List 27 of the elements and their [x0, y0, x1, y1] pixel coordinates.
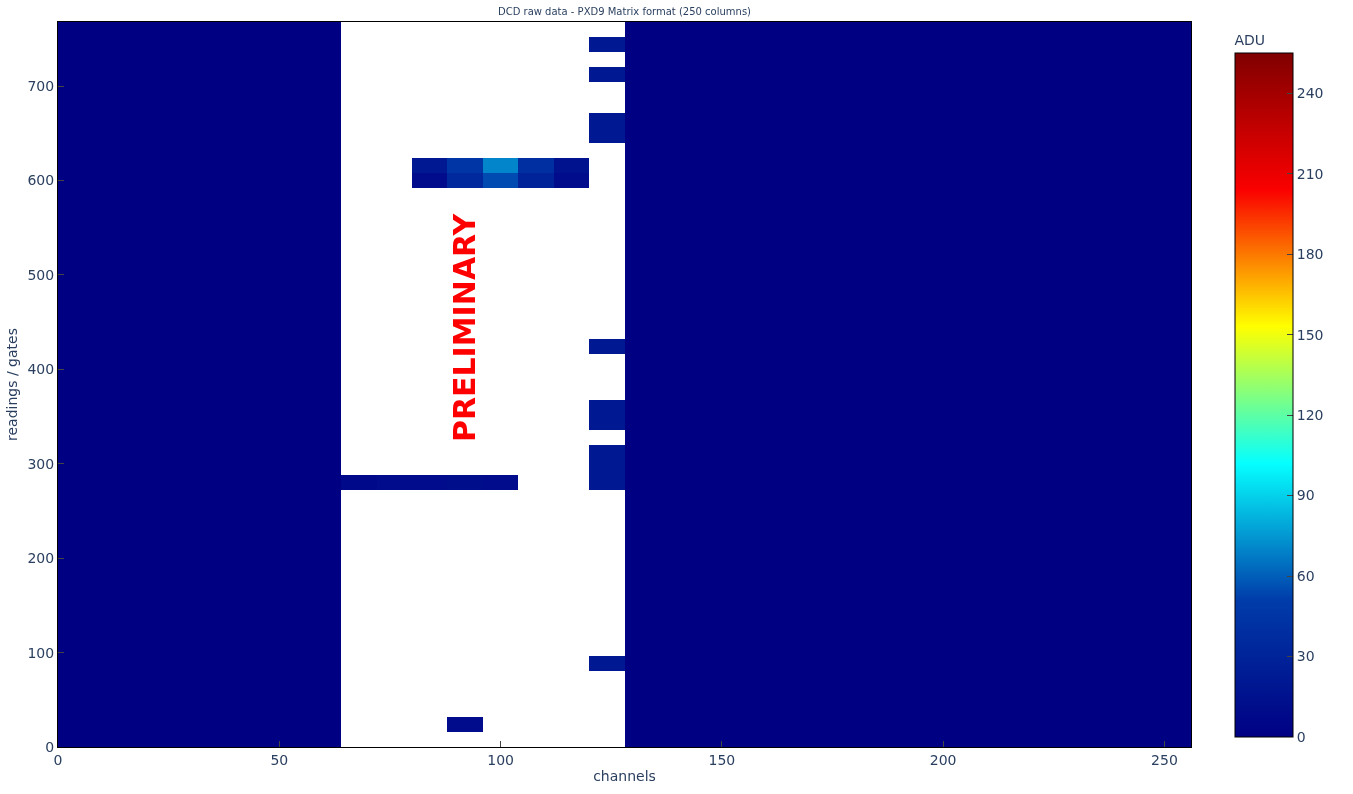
chart-title: DCD raw data - PXD9 Matrix format (250 columns) — [497, 5, 752, 17]
x-tick-label: 150 — [708, 751, 736, 768]
y-tick-label: 600 — [27, 172, 55, 189]
color-bar-label: 0 — [1296, 728, 1306, 745]
color-bar-label: 120 — [1296, 407, 1324, 424]
color-bar-title: ADU — [1234, 32, 1266, 48]
x-tick-label: 250 — [1151, 751, 1178, 768]
y-tick-label: 700 — [27, 78, 55, 95]
y-tick-label: 0 — [45, 738, 55, 755]
color-bar-label: 150 — [1296, 326, 1324, 343]
color-bar-label: 90 — [1296, 487, 1315, 504]
annotation: PRELIMINARY — [447, 212, 483, 443]
color-bar-label: 210 — [1296, 165, 1324, 182]
x-axis-title: channels — [593, 768, 656, 785]
color-bar-label: 180 — [1296, 246, 1324, 263]
x-tick-label: 200 — [929, 751, 957, 768]
color-bar-label: 240 — [1296, 85, 1324, 102]
x-tick-label: 100 — [487, 751, 514, 768]
y-tick-label: 400 — [27, 361, 55, 378]
y-tick-label: 300 — [27, 455, 55, 472]
color-bar-label: 30 — [1296, 648, 1315, 665]
color-bar-label: 60 — [1296, 567, 1315, 584]
y-tick-label: 200 — [27, 550, 55, 567]
y-axis-title: readings / gates — [4, 328, 21, 441]
y-tick-label: 100 — [27, 644, 55, 661]
y-tick-label: 500 — [27, 266, 55, 283]
x-tick-label: 50 — [270, 751, 289, 768]
